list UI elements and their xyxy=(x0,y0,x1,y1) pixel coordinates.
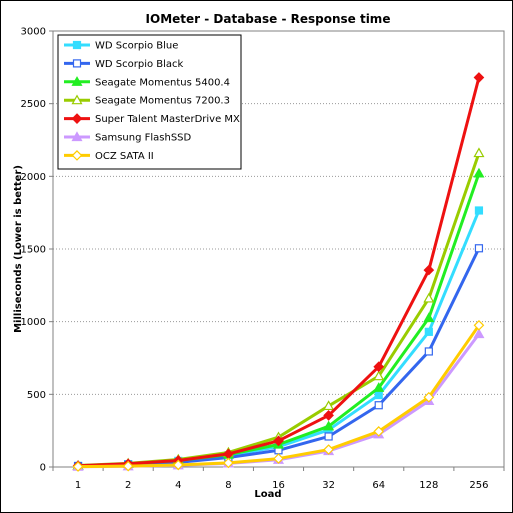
data-point xyxy=(273,435,284,447)
data-point xyxy=(373,361,385,373)
data-point xyxy=(324,432,333,441)
data-point xyxy=(373,426,385,437)
x-tick-label: 32 xyxy=(322,480,335,491)
legend-label: Super Talent MasterDrive MX xyxy=(95,114,240,125)
legend-label: Samsung FlashSSD xyxy=(95,133,192,144)
data-point xyxy=(473,167,485,178)
legend-swatch-marker xyxy=(71,94,83,105)
y-tick-label: 1000 xyxy=(21,317,46,328)
x-tick-label: 4 xyxy=(175,480,181,491)
y-tick-label: 0 xyxy=(40,463,46,474)
legend-swatch-marker xyxy=(71,113,83,124)
legend-item: WD Scorpio Blue xyxy=(64,41,178,52)
x-axis-title: Load xyxy=(254,489,281,500)
data-point xyxy=(323,420,335,431)
series-0 xyxy=(73,206,484,470)
data-point xyxy=(373,382,385,392)
legend-swatch-marker xyxy=(72,40,82,50)
x-tick-label: 8 xyxy=(225,480,231,491)
legend-swatch-marker xyxy=(71,131,83,142)
data-point xyxy=(473,319,485,331)
series-layer xyxy=(72,72,485,472)
series-3 xyxy=(72,147,485,470)
data-point xyxy=(473,328,485,339)
legend-item: Seagate Momentus 7200.3 xyxy=(64,94,230,107)
data-point xyxy=(273,453,284,464)
data-point xyxy=(423,292,435,303)
data-point xyxy=(474,206,484,215)
y-axis-title: Milliseconds (Lower is better) xyxy=(13,165,24,333)
series-line xyxy=(77,152,481,468)
y-axis-ticks: 0 500 1000 1500 2000 2500 3000 xyxy=(21,27,53,474)
x-tick-label: 2 xyxy=(125,480,131,491)
legend-item: Super Talent MasterDrive MX xyxy=(64,113,240,125)
series-line xyxy=(77,172,481,468)
data-point xyxy=(473,72,485,83)
data-point xyxy=(423,312,435,323)
x-tick-label: 16 xyxy=(272,480,285,491)
y-tick-label: 2500 xyxy=(21,99,46,110)
legend-swatch-marker xyxy=(72,59,82,68)
legend: WD Scorpio Blue WD Scorpio Black Seagate M… xyxy=(57,34,242,170)
x-tick-label: 1 xyxy=(75,480,81,491)
legend-item: OCZ SATA II xyxy=(64,150,154,162)
data-point xyxy=(172,459,184,471)
data-point xyxy=(323,400,335,411)
data-point xyxy=(424,327,433,336)
data-point xyxy=(474,244,484,253)
series-6 xyxy=(72,319,485,472)
chart-title: IOMeter - Database - Response time xyxy=(146,12,391,26)
legend-swatch-marker xyxy=(71,150,83,161)
legend-label: Seagate Momentus 7200.3 xyxy=(95,96,230,107)
legend-label: WD Scorpio Blue xyxy=(95,41,178,52)
y-tick-label: 2000 xyxy=(21,172,46,183)
series-2 xyxy=(72,167,485,470)
y-tick-label: 500 xyxy=(27,390,46,401)
data-point xyxy=(424,347,433,356)
legend-box xyxy=(57,34,242,170)
data-point xyxy=(423,264,435,276)
x-tick-label: 256 xyxy=(469,480,488,491)
data-point xyxy=(374,390,383,400)
legend-item: Samsung FlashSSD xyxy=(64,131,192,144)
legend-label: OCZ SATA II xyxy=(95,151,154,162)
x-axis-ticks: 1 2 4 8 16 32 64 128 256 xyxy=(52,467,505,491)
data-point xyxy=(323,410,334,421)
data-point xyxy=(72,461,84,472)
data-point xyxy=(473,147,485,158)
data-point xyxy=(122,460,134,472)
legend-swatch-marker xyxy=(71,76,83,86)
x-tick-label: 64 xyxy=(372,480,385,491)
y-tick-label: 3000 xyxy=(21,27,46,38)
x-tick-label: 128 xyxy=(419,480,438,491)
legend-item: Seagate Momentus 5400.4 xyxy=(64,76,230,88)
legend-label: Seagate Momentus 5400.4 xyxy=(95,77,230,88)
data-point xyxy=(323,444,334,455)
y-tick-label: 1500 xyxy=(21,245,46,256)
data-point xyxy=(373,370,385,381)
legend-label: WD Scorpio Black xyxy=(95,59,184,70)
data-point xyxy=(223,457,234,469)
data-point xyxy=(374,401,383,410)
data-point xyxy=(423,391,435,403)
legend-item: WD Scorpio Black xyxy=(64,59,184,70)
